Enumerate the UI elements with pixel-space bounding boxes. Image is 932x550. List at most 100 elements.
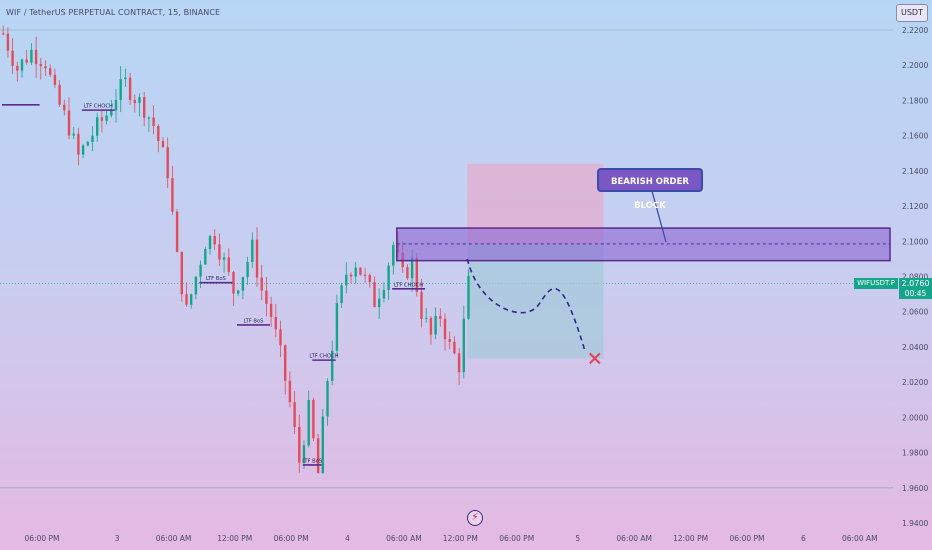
candle [425, 307, 428, 323]
y-tick-label: 2.0000 [902, 413, 928, 422]
candle-body [194, 276, 198, 295]
last-price-value: 2.0760 [899, 278, 932, 289]
candle [138, 93, 141, 117]
candle-body [373, 282, 376, 307]
candle [25, 50, 28, 65]
candle [279, 320, 282, 358]
candle [246, 256, 249, 285]
candle-body [128, 77, 132, 100]
y-tick-label: 2.0800 [902, 273, 928, 282]
candle [274, 304, 277, 338]
candle [363, 268, 367, 283]
candle [255, 227, 259, 287]
candle-body [406, 267, 409, 279]
x-tick-label: 06:00 PM [274, 534, 309, 543]
candle-body [39, 64, 42, 67]
candle [194, 275, 198, 300]
candle-body [246, 261, 249, 278]
candle [63, 99, 66, 116]
candle [368, 273, 371, 288]
candle-body [265, 290, 268, 304]
y-tick-label: 2.1000 [902, 237, 928, 246]
candle-body [274, 317, 277, 330]
candle [16, 61, 19, 82]
candle-body [378, 298, 381, 307]
candle-body [316, 438, 320, 474]
candle-body [208, 236, 212, 249]
candle-body [448, 339, 451, 342]
candle [326, 378, 329, 426]
bearish-order-block-callout[interactable]: BEARISH ORDER BLOCK [597, 168, 703, 211]
candle-body [114, 99, 118, 111]
candle-body [312, 399, 315, 439]
candle-body [354, 267, 357, 277]
candle [354, 262, 357, 284]
candle [204, 246, 207, 265]
candle-body [429, 317, 433, 335]
x-tick-label: 12:00 PM [673, 534, 708, 543]
candle-body [293, 402, 296, 428]
candle-body [326, 380, 329, 417]
candle-body [58, 84, 61, 105]
candle [143, 92, 146, 127]
candle [11, 38, 14, 75]
candle-body [157, 126, 160, 141]
symbol-label: WIFUSDT.P [854, 278, 898, 289]
candle-body [105, 115, 108, 121]
candle [434, 307, 437, 340]
candle-body [368, 274, 371, 283]
candle-body [147, 117, 151, 119]
candle-body [124, 77, 127, 80]
candle-body [331, 350, 334, 381]
projected-price-path [466, 258, 586, 351]
candle [152, 105, 155, 135]
candle [453, 336, 456, 355]
candle [77, 128, 80, 166]
candle-body [387, 265, 390, 290]
candle-body [190, 294, 193, 305]
x-tick-label: 12:00 PM [217, 534, 252, 543]
candle-body [218, 244, 221, 260]
y-tick-label: 2.0600 [902, 308, 928, 317]
candle-body [133, 99, 136, 103]
candle [190, 293, 193, 309]
candle-body [288, 380, 292, 403]
candle-body [171, 178, 174, 212]
candle-body [453, 341, 456, 354]
candle [448, 331, 451, 350]
x-tick-label: 06:00 AM [386, 534, 422, 543]
x-tick-label: 06:00 AM [616, 534, 652, 543]
candle [284, 344, 287, 395]
candle [462, 305, 465, 379]
candle [6, 27, 10, 58]
currency-unit-button[interactable]: USDT [896, 4, 928, 22]
last-price-tag: WIFUSDT.P 2.0760 00:45 [854, 276, 932, 300]
x-tick-label: 06:00 AM [156, 534, 192, 543]
x-tick-label: 4 [345, 534, 350, 543]
candle-body [25, 59, 28, 63]
candle [100, 111, 104, 133]
candle-body [410, 257, 414, 279]
candle [124, 68, 127, 87]
y-tick-label: 1.9600 [902, 484, 928, 493]
candle [251, 232, 254, 268]
candle-body [434, 316, 437, 335]
candle-body [425, 317, 428, 319]
candle-body [2, 33, 5, 35]
bar-countdown: 00:45 [899, 289, 932, 299]
lightning-replay-icon[interactable]: ⚡ [467, 510, 483, 526]
x-tick-label: 06:00 AM [842, 534, 878, 543]
candle-body [166, 147, 169, 179]
candle-body [335, 303, 339, 351]
candle-body [222, 257, 226, 260]
candle-body [86, 141, 89, 146]
candle [180, 251, 183, 302]
candle [382, 282, 386, 303]
y-tick-label: 2.1200 [902, 202, 928, 211]
candle-body [91, 135, 94, 142]
candle [335, 294, 339, 357]
candle [44, 60, 47, 77]
y-tick-label: 2.2200 [902, 26, 928, 35]
